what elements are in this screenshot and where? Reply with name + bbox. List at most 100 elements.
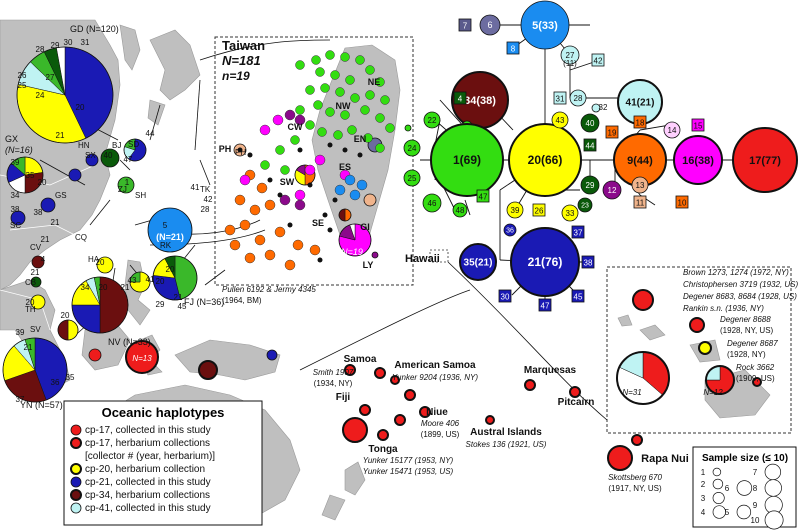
- pie-island: [394, 414, 406, 426]
- connector-line: [199, 159, 211, 186]
- pie-island-slice: [569, 386, 581, 398]
- legend-item-label: cp-41, collected in this study: [85, 503, 211, 514]
- pie-n13-slice: [125, 340, 159, 374]
- legend-swatch: [70, 502, 82, 514]
- haplotype-square: 26: [532, 203, 546, 217]
- haplotype-node: 22: [423, 111, 441, 129]
- island-niue: Niue: [426, 407, 448, 418]
- taiwan-region-label: CW: [288, 122, 303, 132]
- connector-line: [89, 199, 111, 226]
- taiwan-region-label: NE: [368, 77, 381, 87]
- taiwan-dot: [254, 234, 266, 246]
- haplotype-node: 14: [663, 121, 681, 139]
- pie-zj: [117, 176, 135, 194]
- pie-yn-outline: [2, 337, 68, 403]
- pie-cb-slice: [30, 276, 42, 288]
- taiwan-dot: [355, 55, 365, 65]
- region-gx: GX: [5, 134, 18, 144]
- taiwan-n: n=19: [222, 69, 250, 83]
- island-record: Skottsberg 670: [608, 473, 662, 482]
- haplotype-circle: [506, 201, 524, 219]
- network-edge: [464, 199, 471, 216]
- taiwan-dot: [304, 164, 316, 176]
- legend-item-label: cp-17, herbarium collections: [85, 438, 210, 449]
- haplotype-circle: [422, 193, 442, 213]
- taiwan-dot: [259, 124, 271, 136]
- island-record: Yunker 15177 (1953, NY): [363, 456, 454, 465]
- pie-island-slice: [607, 445, 633, 471]
- taiwan-region-label: PH: [219, 144, 232, 154]
- pie-zj-slice: [117, 176, 135, 194]
- region-gx-n: (N=16): [5, 145, 33, 155]
- haplotype-square: 44: [583, 138, 597, 152]
- pie-island: [631, 434, 643, 446]
- taiwan-dot: [272, 114, 284, 126]
- taiwan-title: Taiwan: [222, 38, 265, 53]
- hawaii-inset-frame: [606, 266, 792, 434]
- taiwan-dot: [229, 239, 241, 251]
- haplotype-label: 41(21): [626, 98, 655, 109]
- pie-hawaii-maui: [689, 317, 705, 333]
- haplotype-node: 46: [422, 193, 442, 213]
- haplotype-square: 15: [691, 118, 705, 132]
- haplotype-node: 13: [631, 176, 649, 194]
- haplotype-label: 21(76): [528, 255, 563, 269]
- taiwan-region-label: GI: [360, 222, 370, 232]
- land-hawaii-kauai: [617, 314, 633, 327]
- taiwan-dot: [309, 244, 321, 256]
- haplotype-node: 1(69): [430, 123, 504, 197]
- sample-size-circle: [712, 505, 726, 519]
- haplotype-node: 16(38): [673, 135, 723, 185]
- pie-number-label: 42: [204, 195, 213, 204]
- sample-size-value: 9: [753, 501, 758, 510]
- square-node: [581, 255, 595, 269]
- haplotype-square: 30: [498, 289, 512, 303]
- legend-swatch: [70, 424, 82, 436]
- square-label: 38: [584, 259, 593, 268]
- taiwan-dot: [363, 133, 373, 143]
- pie-number-label: 26: [18, 71, 27, 80]
- pie-sv: [57, 319, 79, 341]
- haplotype-node: 27: [560, 45, 580, 65]
- sample-size-circle: [712, 467, 722, 477]
- pie-hn-slice: [85, 153, 99, 167]
- pie-island-slice: [485, 415, 495, 425]
- pie-number-label: 35: [66, 373, 75, 382]
- square-label: 7: [463, 22, 468, 31]
- region-fj: FJ (N=36): [184, 297, 224, 307]
- pie-hawaii-n12: [705, 365, 735, 395]
- sample-size-value: 10: [751, 516, 760, 525]
- taiwan-n19-label: N=19: [341, 247, 363, 257]
- island-record: (1964, BM): [222, 296, 262, 305]
- pie-number-label: 21: [121, 283, 130, 292]
- pie-number-label: 28: [201, 205, 210, 214]
- pie-sc-slice: [10, 210, 26, 226]
- pie-number-label: 24: [36, 91, 45, 100]
- haplotype-circle: [591, 103, 601, 113]
- taiwan-inset-frame: [214, 36, 414, 286]
- square-label: 30: [501, 293, 510, 302]
- square-node: [571, 225, 585, 239]
- pie-island: [607, 445, 633, 471]
- haplotype-label: (11): [563, 59, 577, 68]
- square-node: [571, 289, 585, 303]
- pie-nv-outline: [71, 276, 129, 334]
- haplotype-node: 21(76): [510, 227, 580, 297]
- connector-line: [119, 159, 131, 171]
- island-tonga: Tonga: [368, 444, 398, 455]
- hawaii-record: Degener 8688: [720, 315, 771, 324]
- region-code: ZJ: [118, 185, 127, 194]
- oceanic-haplotypes-legend: Oceanic haplotypes cp-17, collected in t…: [63, 400, 263, 526]
- sample-size-legend: Sample size (≤ 10) 1 2 3 4 5 6 7 8 9 10: [692, 446, 797, 530]
- square-node: [498, 289, 512, 303]
- taiwan-dot: [325, 50, 335, 60]
- hawaii-record: Degener 8683, 8684 (1928, US): [683, 292, 797, 301]
- square-node: [605, 125, 619, 139]
- taiwan-region-label: LY: [363, 260, 374, 270]
- square-label: 31: [556, 95, 565, 104]
- island-austral: Austral Islands: [470, 427, 542, 438]
- region-yn: YN (N=57): [20, 400, 63, 410]
- square-label: 47: [541, 302, 550, 311]
- haplotype-square: 38: [581, 255, 595, 269]
- square-label: 45: [574, 293, 583, 302]
